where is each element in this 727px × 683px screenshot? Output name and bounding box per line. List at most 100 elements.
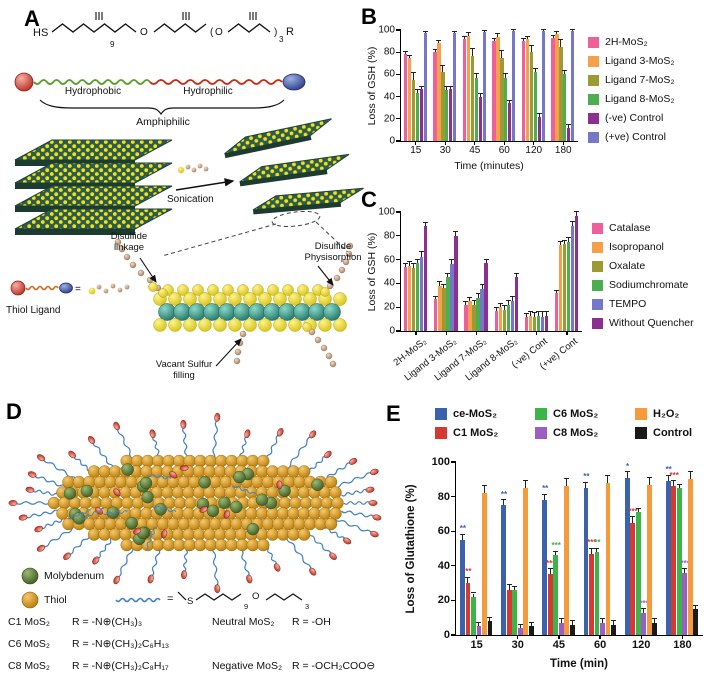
error-bar xyxy=(483,486,485,494)
error-bar-cap xyxy=(641,608,647,610)
s-atom xyxy=(222,284,234,296)
y-tick-mark xyxy=(396,73,401,75)
ligand-tip xyxy=(179,464,189,471)
ligand-tip xyxy=(214,584,221,594)
bar-C-s4-c3 xyxy=(510,301,514,331)
error-bar xyxy=(481,284,483,290)
error-bar-cap xyxy=(671,480,677,482)
bond-zigzag xyxy=(265,593,303,601)
bar-C-s4-c5 xyxy=(570,226,575,331)
legend-swatch xyxy=(592,279,603,291)
disulfide-s-atom xyxy=(302,322,312,332)
legend-item: Isopropanol xyxy=(592,241,694,253)
error-bar-cap xyxy=(543,310,549,312)
thiol-sphere xyxy=(324,475,338,489)
thiol-sphere xyxy=(276,465,290,478)
legend-label: C1 MoS₂ xyxy=(453,427,499,439)
bar-C-s4-c1 xyxy=(450,264,454,331)
error-bar xyxy=(571,621,573,625)
error-bar xyxy=(684,569,686,573)
error-bar xyxy=(533,313,535,317)
error-bar xyxy=(475,74,477,78)
error-bar-cap xyxy=(682,568,688,570)
x-tick-mark xyxy=(566,331,568,335)
bar-E-s1-c4 xyxy=(630,522,636,635)
s-atom xyxy=(237,284,249,296)
ligand-tip xyxy=(181,570,188,580)
thiol-sphere xyxy=(152,454,165,468)
error-bar-cap xyxy=(540,29,546,30)
thiol-sphere xyxy=(255,507,269,520)
error-bar-cap xyxy=(528,44,534,46)
error-bar xyxy=(549,569,551,575)
thiol-sphere xyxy=(261,517,275,531)
error-bar xyxy=(542,30,544,32)
significance-marker: ** xyxy=(500,489,508,499)
significance-marker: *** xyxy=(628,506,638,516)
x-tick-mark xyxy=(681,635,683,639)
error-bar-cap xyxy=(532,67,538,69)
y-tick-mark xyxy=(451,599,456,601)
ligand-tip xyxy=(113,488,121,497)
thiol-sphere xyxy=(308,507,321,520)
error-bar xyxy=(596,548,598,552)
error-bar-cap xyxy=(610,620,616,622)
s-atom xyxy=(192,284,204,296)
bar-E-s4-c1 xyxy=(523,487,529,635)
sonication-arrow xyxy=(175,178,235,191)
thiol-sphere xyxy=(213,528,227,541)
legend-swatch xyxy=(588,36,599,48)
bar-B-s3-c0 xyxy=(415,93,419,141)
thiol-sphere xyxy=(225,454,238,468)
formula-neutral: R = -OH xyxy=(292,616,331,628)
bar-C-s1-c4 xyxy=(528,315,533,331)
error-bar xyxy=(545,311,547,316)
error-bar-cap xyxy=(477,93,483,95)
error-bar xyxy=(556,32,558,35)
s-atom xyxy=(228,292,242,306)
significance-marker: ** xyxy=(465,567,472,577)
error-bar xyxy=(626,472,628,478)
y-tick-label: 80 xyxy=(383,46,395,58)
thiol-sphere xyxy=(234,486,248,499)
error-bar-cap xyxy=(574,211,580,212)
error-bar xyxy=(454,32,456,34)
thiol-sphere xyxy=(182,528,195,541)
x-tick-label: 15 xyxy=(470,639,483,651)
formula-c6: R = -N⊕(CH₃)₂C₆H₁₃ xyxy=(72,638,170,650)
x-tick-mark xyxy=(536,331,538,335)
thiol-sphere xyxy=(171,507,185,520)
legend-label: Sodiumchromate xyxy=(609,279,689,291)
amphiphilic-brace xyxy=(39,99,285,115)
error-bar xyxy=(443,284,445,289)
error-bar-cap xyxy=(452,31,458,33)
ligand-squiggle xyxy=(41,517,67,530)
thiol-sphere xyxy=(266,486,279,499)
thiol-sphere xyxy=(215,454,228,468)
subscript-3: 3 xyxy=(279,35,284,44)
label-arrow xyxy=(317,265,334,286)
bar-C-s3-c4 xyxy=(536,315,541,331)
error-bar xyxy=(537,311,539,316)
legend-swatch xyxy=(635,427,647,439)
legend-item: Ligand 3-MoS₂ xyxy=(588,55,674,67)
thiol-label: Thiol xyxy=(44,594,67,606)
bar-B-s2-c5 xyxy=(559,46,563,141)
legend-item: Ligand 7-MoS₂ xyxy=(588,74,674,86)
thiol-sphere xyxy=(141,454,154,468)
error-bar xyxy=(416,89,418,94)
ligand-tip xyxy=(309,430,317,439)
error-bar-cap xyxy=(418,85,424,87)
error-bar xyxy=(576,212,578,216)
equals-sign: = xyxy=(75,284,81,295)
legend-label: (-ve) Control xyxy=(605,112,664,124)
error-bar-cap xyxy=(487,616,493,618)
legend-swatch xyxy=(592,241,603,253)
error-bar-cap xyxy=(676,483,682,485)
thiol-sphere xyxy=(276,528,290,541)
panel-d-illustration: S 9 O 3 Molybdenum Thiol = C1 MoS₂ R = -… xyxy=(0,400,400,683)
error-bar xyxy=(515,273,517,278)
error-bar xyxy=(525,314,527,317)
thiol-sphere xyxy=(318,507,332,520)
legend-label: ce-MoS₂ xyxy=(453,408,498,420)
